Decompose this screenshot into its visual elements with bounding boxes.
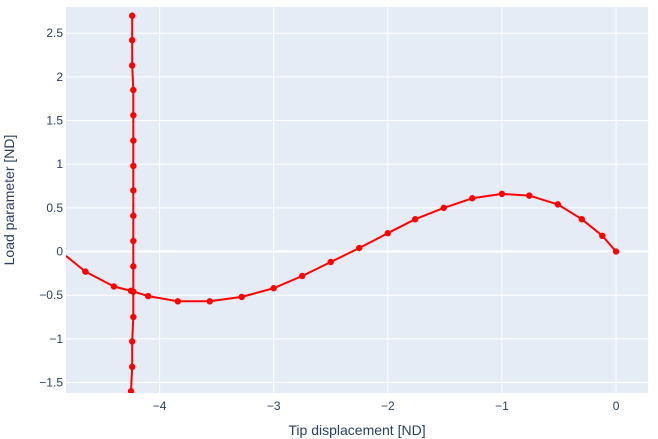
data-point[interactable] (412, 216, 419, 223)
data-point[interactable] (599, 232, 606, 240)
data-point[interactable] (469, 195, 476, 202)
data-point[interactable] (128, 62, 136, 69)
data-point[interactable] (110, 283, 118, 290)
y-tick-label: 1 (56, 157, 63, 171)
data-point[interactable] (130, 137, 137, 144)
data-point[interactable] (130, 263, 137, 270)
data-point[interactable] (270, 285, 277, 292)
x-tick-label: −2 (381, 399, 395, 413)
x-tick-label: −4 (153, 399, 167, 413)
y-axis-title: Load parameter [ND] (1, 135, 17, 266)
data-point[interactable] (130, 86, 137, 94)
data-point[interactable] (130, 212, 137, 219)
data-point[interactable] (384, 229, 392, 237)
y-tick-label: −1 (49, 332, 63, 346)
data-point[interactable] (327, 258, 334, 266)
y-tick-label: −0.5 (39, 288, 63, 302)
data-point[interactable] (130, 237, 137, 245)
y-tick-label: 2 (56, 70, 63, 84)
data-point[interactable] (174, 298, 182, 305)
data-point[interactable] (128, 338, 136, 345)
data-point[interactable] (612, 248, 620, 255)
data-point[interactable] (356, 244, 363, 252)
y-axis-ticks: −1.5 −1 −0.5 0 0.5 1 1.5 2 2.5 (39, 26, 63, 389)
data-point[interactable] (82, 268, 89, 275)
data-point[interactable] (440, 204, 447, 212)
data-point[interactable] (130, 313, 137, 321)
data-point[interactable] (130, 162, 137, 170)
x-tick-label: −1 (495, 399, 509, 413)
series-line (66, 192, 617, 303)
grid-lines (66, 7, 648, 393)
x-axis-ticks: −4 −3 −2 −1 0 (153, 399, 620, 413)
y-tick-label: 0.5 (46, 201, 63, 215)
y-tick-label: 2.5 (46, 26, 63, 40)
data-point[interactable] (238, 293, 245, 301)
data-point[interactable] (144, 292, 152, 300)
y-tick-label: 1.5 (46, 114, 63, 128)
data-point[interactable] (554, 201, 562, 208)
plot-area[interactable] (66, 7, 648, 393)
x-tick-label: −3 (267, 399, 281, 413)
x-axis-title: Tip displacement [ND] (288, 422, 425, 438)
data-point[interactable] (127, 388, 135, 394)
y-tick-label: 0 (56, 245, 63, 259)
data-point[interactable] (128, 363, 136, 371)
data-point[interactable] (128, 12, 136, 19)
data-point[interactable] (526, 192, 533, 199)
y-tick-label: −1.5 (39, 376, 63, 390)
data-point[interactable] (130, 187, 137, 194)
series-1 (66, 190, 620, 305)
data-point[interactable] (578, 216, 586, 223)
data-point[interactable] (206, 298, 213, 305)
data-point[interactable] (130, 112, 137, 119)
data-point[interactable] (130, 288, 137, 295)
series-2 (127, 12, 137, 394)
data-point[interactable] (498, 190, 506, 198)
data-point[interactable] (128, 36, 136, 44)
x-tick-label: 0 (613, 399, 620, 413)
data-point[interactable] (299, 272, 306, 280)
series-layer (66, 12, 620, 394)
